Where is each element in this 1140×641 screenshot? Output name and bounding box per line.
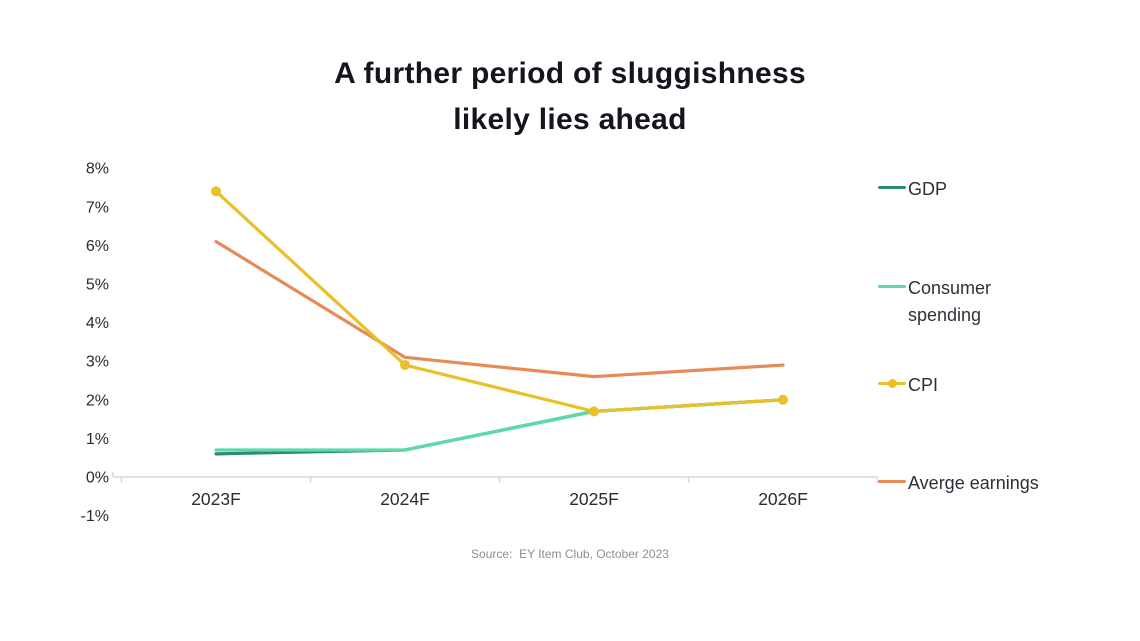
legend-label-line: Averge earnings — [908, 473, 1039, 493]
x-axis-tick-label: 2024F — [380, 489, 430, 509]
legend-label-line: spending — [908, 305, 982, 325]
legend-item-averge-earnings: Averge earnings — [878, 470, 1039, 497]
y-axis-tick-label: 6% — [86, 238, 109, 255]
y-axis-tick-label: 7% — [86, 199, 109, 216]
y-axis-tick-label: 1% — [86, 431, 109, 448]
legend-label-cpi: CPI — [908, 372, 938, 399]
legend-label-consumer-spending: Consumer spending — [908, 275, 991, 329]
legend-label-averge-earnings: Averge earnings — [908, 470, 1039, 497]
legend-swatch-consumer-spending — [878, 285, 906, 288]
y-axis-tick-label: -1% — [81, 508, 109, 525]
series-point-cpi — [778, 394, 788, 405]
y-axis-tick-label: 8% — [86, 161, 109, 178]
legend-swatch-gdp — [878, 186, 906, 189]
y-axis-tick-label: 0% — [86, 470, 109, 487]
legend-label-line: Consumer — [908, 278, 992, 298]
y-axis-tick-label: 2% — [86, 392, 109, 409]
legend-label-gdp: GDP — [908, 176, 947, 203]
series-line-consumer-spending — [214, 398, 785, 452]
legend-label-line: CPI — [908, 375, 939, 395]
legend-item-consumer-spending: Consumer spending — [878, 275, 991, 329]
y-axis-tick-label: 3% — [86, 354, 109, 371]
legend-swatch-dot — [887, 379, 897, 388]
series-line-cpi — [214, 189, 785, 413]
legend-item-cpi: CPI — [878, 372, 938, 399]
legend-swatch-line — [878, 480, 906, 483]
y-axis-tick-label: 4% — [86, 315, 109, 332]
series-point-cpi — [589, 406, 599, 417]
x-axis-tick-label: 2023F — [191, 489, 241, 509]
x-axis-tick-label: 2026F — [758, 489, 808, 509]
legend-item-gdp: GDP — [878, 176, 947, 203]
x-axis-tick-label: 2025F — [569, 489, 619, 509]
legend-swatch-cpi — [878, 379, 906, 388]
chart-title: A further period of sluggishness likely … — [334, 57, 806, 137]
series-point-cpi — [400, 360, 410, 371]
series-line-averge-earnings — [214, 239, 785, 379]
legend-label-line: GDP — [908, 179, 948, 199]
y-axis-tick-label: 5% — [86, 277, 109, 294]
legend-swatch-averge-earnings — [878, 480, 906, 483]
source-note: Source: EY Item Club, October 2023 — [471, 547, 669, 561]
legend-swatch-line — [878, 285, 906, 288]
series-line-gdp — [214, 398, 785, 456]
legend-swatch-line — [878, 186, 906, 189]
series-point-cpi — [211, 186, 221, 197]
